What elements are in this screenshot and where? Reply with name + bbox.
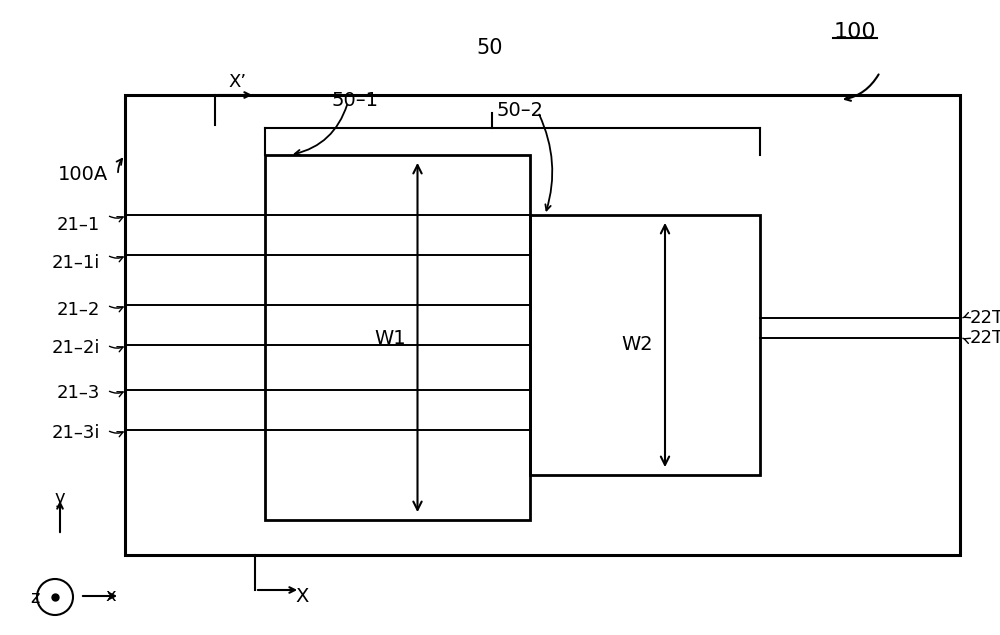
Text: W2: W2 (621, 335, 653, 354)
Text: x: x (105, 587, 116, 605)
Text: z: z (31, 589, 40, 607)
Text: 21–1: 21–1 (57, 216, 100, 234)
Text: 22T: 22T (970, 309, 1000, 327)
Bar (265, 155, 530, 520)
Text: X: X (295, 587, 308, 606)
Bar (530, 215, 760, 475)
Text: y: y (55, 489, 65, 507)
Text: W1: W1 (374, 328, 406, 347)
Bar (125, 95, 960, 555)
Text: 50–1: 50–1 (332, 91, 378, 109)
Text: 100: 100 (834, 22, 876, 42)
Text: 22To: 22To (970, 329, 1000, 347)
Text: 50: 50 (477, 38, 503, 58)
Text: X’: X’ (228, 73, 246, 91)
Text: 21–1i: 21–1i (52, 254, 100, 272)
Text: 21–2i: 21–2i (52, 339, 100, 357)
Text: 50–2: 50–2 (496, 100, 544, 119)
Text: 21–3: 21–3 (57, 384, 100, 402)
Text: 21–2: 21–2 (57, 301, 100, 319)
Text: 21–3i: 21–3i (52, 424, 100, 442)
Text: 100A: 100A (58, 166, 108, 185)
